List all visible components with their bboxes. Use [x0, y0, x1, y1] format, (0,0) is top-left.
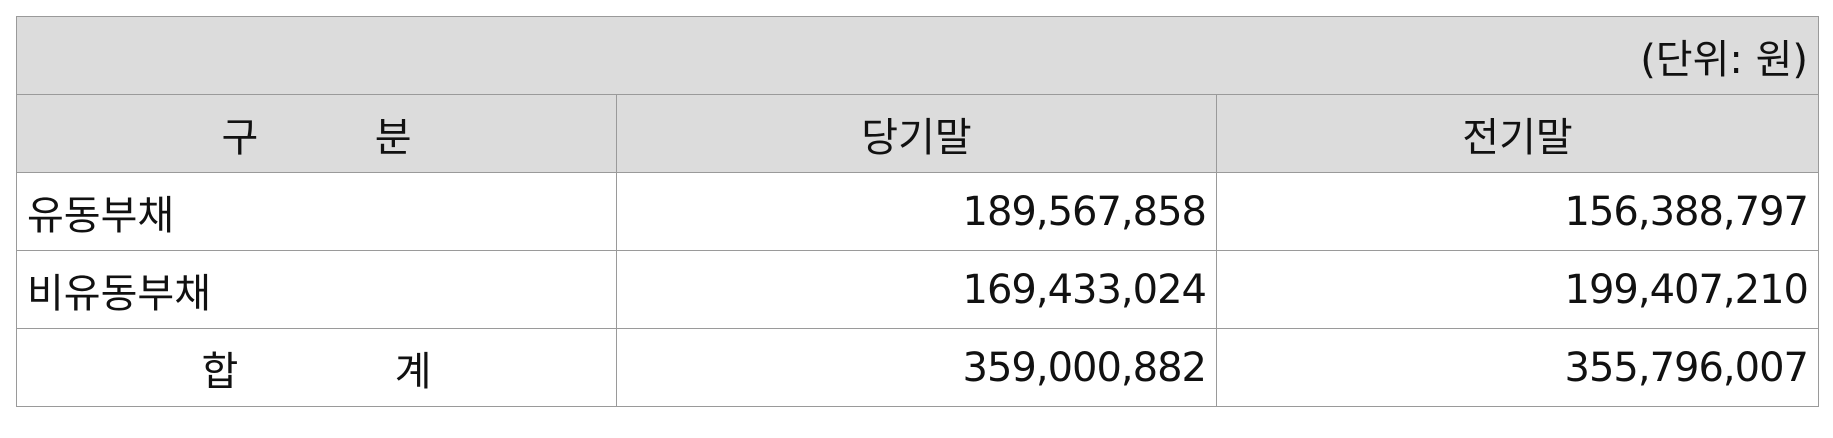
- liabilities-table: (단위: 원) 구 분 당기말 전기말 유동부채 189,567,858 156…: [16, 16, 1819, 407]
- unit-row: (단위: 원): [16, 16, 1819, 95]
- total-label: 합 계: [16, 328, 617, 407]
- header-row: 구 분 당기말 전기말: [16, 94, 1819, 173]
- liabilities-table-container: (단위: 원) 구 분 당기말 전기말 유동부채 189,567,858 156…: [16, 16, 1819, 407]
- total-row: 합 계 359,000,882 355,796,007: [16, 328, 1819, 407]
- header-current-period: 당기말: [616, 94, 1217, 173]
- row-current-value: 169,433,024: [616, 250, 1217, 329]
- table-row: 유동부채 189,567,858 156,388,797: [16, 172, 1819, 251]
- header-category: 구 분: [16, 94, 617, 173]
- row-prior-value: 156,388,797: [1216, 172, 1819, 251]
- table-row: 비유동부채 169,433,024 199,407,210: [16, 250, 1819, 329]
- total-label-char-2: 계: [394, 348, 432, 395]
- header-category-char-2: 분: [374, 114, 412, 161]
- header-category-char-1: 구: [221, 114, 259, 161]
- row-label: 비유동부채: [16, 250, 617, 329]
- unit-note: (단위: 원): [16, 16, 1819, 95]
- row-prior-value: 199,407,210: [1216, 250, 1819, 329]
- total-label-char-1: 합: [201, 348, 239, 395]
- header-prior-period: 전기말: [1216, 94, 1819, 173]
- row-label: 유동부채: [16, 172, 617, 251]
- total-prior-value: 355,796,007: [1216, 328, 1819, 407]
- row-current-value: 189,567,858: [616, 172, 1217, 251]
- total-current-value: 359,000,882: [616, 328, 1217, 407]
